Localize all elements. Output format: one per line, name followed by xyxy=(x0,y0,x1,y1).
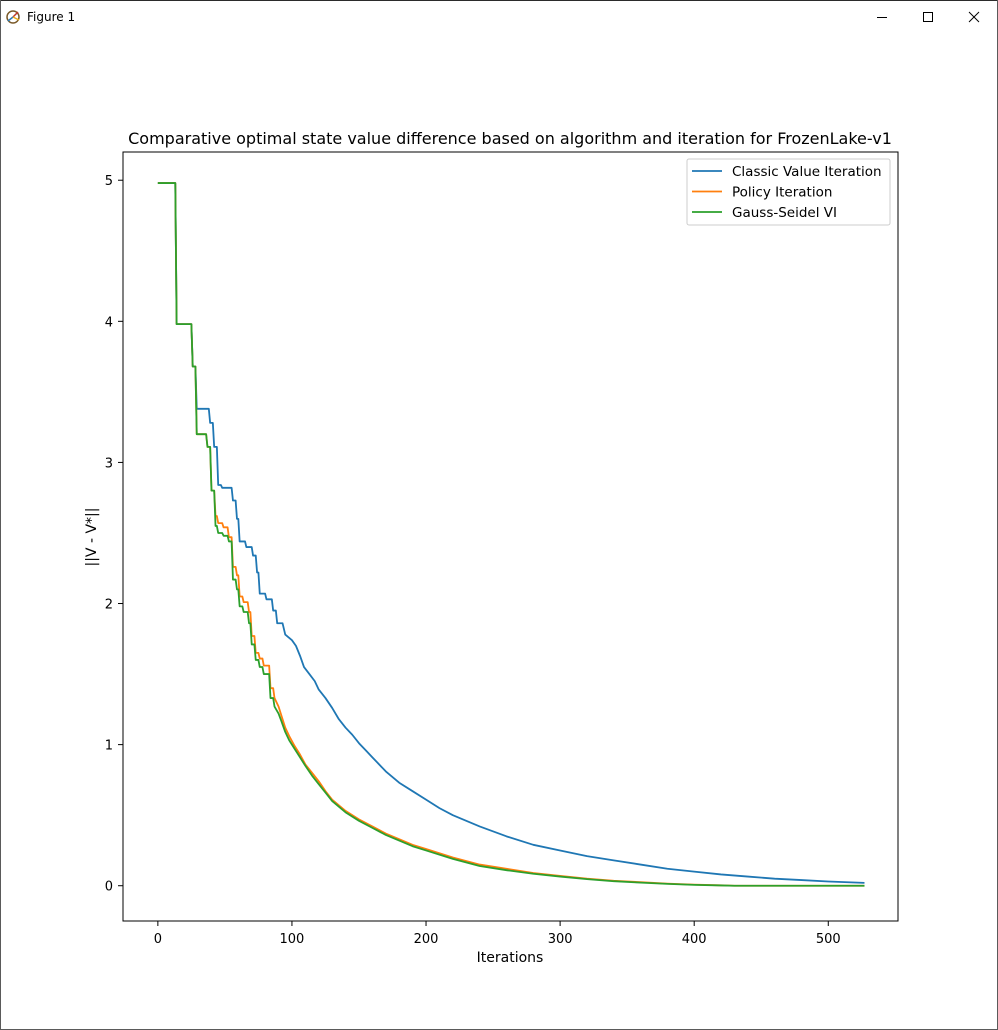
y-tick-label: 3 xyxy=(105,456,113,471)
y-tick-label: 1 xyxy=(105,739,113,754)
title-bar[interactable]: Figure 1 xyxy=(1,0,997,32)
legend-label-1: Classic Value Iteration xyxy=(732,164,882,180)
series-line-1 xyxy=(157,182,865,884)
x-tick-label: 400 xyxy=(682,932,707,947)
series-line-3 xyxy=(157,182,865,887)
close-button[interactable] xyxy=(951,1,997,32)
legend: Classic Value Iteration Policy Iteration G… xyxy=(686,158,891,226)
y-tick-label: 2 xyxy=(105,598,113,613)
y-tick-label: 0 xyxy=(105,880,113,895)
matplotlib-figure-icon xyxy=(5,9,23,25)
legend-label-2: Policy Iteration xyxy=(732,185,832,201)
y-tick-label: 5 xyxy=(105,174,113,189)
maximize-button[interactable] xyxy=(905,1,951,32)
close-icon xyxy=(968,11,980,23)
minimize-icon xyxy=(876,11,888,23)
axes-frame xyxy=(122,151,899,922)
window-title: Figure 1 xyxy=(27,10,76,24)
legend-label-3: Gauss-Seidel VI xyxy=(732,205,837,221)
maximize-icon xyxy=(922,11,934,23)
x-tick-label: 100 xyxy=(280,932,305,947)
x-axis-label: Iterations xyxy=(477,950,544,966)
legend-frame xyxy=(686,158,891,226)
figure-canvas: Comparative optimal state value differen… xyxy=(1,32,997,1029)
line-chart: Comparative optimal state value differen… xyxy=(84,129,899,966)
x-tick-label: 300 xyxy=(548,932,573,947)
x-tick-label: 0 xyxy=(154,932,162,947)
series-line-2 xyxy=(157,182,865,887)
chart-title: Comparative optimal state value differen… xyxy=(128,129,892,148)
x-tick-label: 200 xyxy=(414,932,439,947)
x-tick-label: 500 xyxy=(816,932,841,947)
minimize-button[interactable] xyxy=(859,1,905,32)
y-axis-label: ||V - V*|| xyxy=(84,508,100,567)
y-tick-label: 4 xyxy=(105,315,113,330)
